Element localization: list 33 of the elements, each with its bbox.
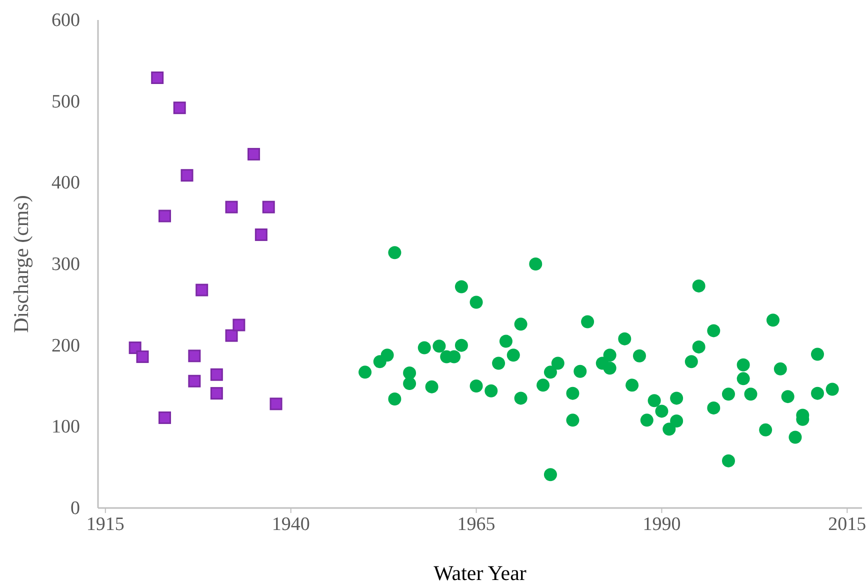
x-tick-label: 1965	[457, 514, 496, 535]
y-tick-label: 0	[70, 498, 80, 519]
y-tick-label: 500	[52, 91, 80, 112]
x-tick-label: 2015	[828, 514, 866, 535]
point	[188, 350, 201, 362]
y-tick-label: 100	[52, 416, 80, 438]
point	[262, 200, 275, 214]
x-axis-title: Water Year	[434, 561, 526, 585]
point	[136, 350, 149, 363]
point	[151, 71, 164, 84]
point	[158, 411, 172, 424]
point	[196, 284, 208, 296]
point	[225, 200, 238, 214]
point	[232, 318, 246, 332]
point	[270, 398, 282, 410]
point	[254, 228, 268, 241]
y-axis-title: Discharge (cms)	[9, 195, 33, 333]
point	[248, 148, 260, 160]
point	[210, 387, 223, 400]
y-tick-label: 300	[52, 254, 80, 275]
x-tick-label: 1940	[272, 514, 310, 535]
point	[188, 374, 201, 388]
point	[158, 210, 172, 222]
x-tick-label: 1990	[642, 514, 681, 535]
y-tick-label: 400	[52, 172, 80, 194]
point	[128, 342, 142, 354]
point	[173, 102, 186, 114]
y-tick-label: 600	[52, 10, 80, 31]
x-tick-label: 1915	[86, 514, 124, 535]
point	[210, 368, 223, 381]
point	[180, 169, 194, 182]
point	[225, 329, 238, 342]
y-tick-label: 200	[52, 335, 80, 356]
